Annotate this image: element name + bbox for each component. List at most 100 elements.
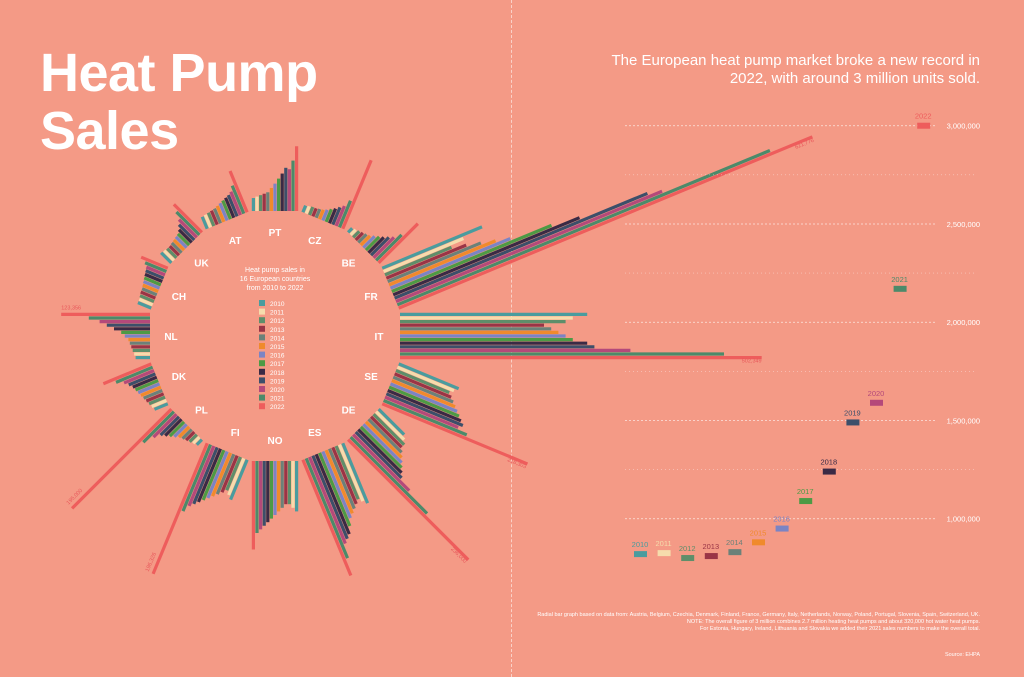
legend-title: from 2010 to 2022 <box>247 285 304 292</box>
radial-bar-es-2011 <box>337 443 365 502</box>
legend-swatch <box>259 351 265 358</box>
year-marker-2019 <box>846 419 860 426</box>
radial-bar-es-2016 <box>321 450 352 519</box>
radial-bar-dk-2018 <box>132 375 158 389</box>
bar-value-label: 123,356 <box>61 305 81 311</box>
radial-bar-pl-2016 <box>173 423 188 438</box>
radial-bar-fi-2017 <box>201 449 226 501</box>
radial-bar-se-2018 <box>387 389 462 423</box>
radial-bar-at-2022 <box>228 170 249 213</box>
radial-bar-ch-2022 <box>140 255 169 270</box>
radial-bar-fi-2015 <box>211 452 232 497</box>
radial-bar-ch-2018 <box>144 272 163 283</box>
radial-bar-cz-2012 <box>308 206 315 216</box>
radial-bar-fr-2022 <box>398 135 813 310</box>
radial-bar-dk-2011 <box>151 398 168 409</box>
radial-bar-dk-2021 <box>115 365 154 384</box>
country-label-be: BE <box>342 258 356 269</box>
radial-bar-uk-2014 <box>170 241 183 254</box>
year-marker-2018 <box>822 468 836 475</box>
radial-bar-uk-2021 <box>175 210 201 237</box>
radial-bar-uk-2015 <box>172 238 186 252</box>
radial-bar-es-2020 <box>308 456 347 545</box>
legend-swatch <box>259 386 265 392</box>
year-marker-2020 <box>870 399 883 406</box>
radial-bar-de-2022 <box>346 438 470 561</box>
legend-swatch <box>259 403 265 410</box>
radial-bar-cz-2021 <box>337 200 352 229</box>
radial-bar-cz-2017 <box>324 208 333 223</box>
legend-year: 2014 <box>270 335 285 342</box>
radial-bar-be-2012 <box>352 230 361 239</box>
radial-bar-fr-2015 <box>388 239 497 287</box>
radial-bar-uk-2019 <box>177 223 196 242</box>
radial-bar-fr-2012 <box>384 245 453 277</box>
radial-bar-pl-2013 <box>184 430 196 442</box>
legend-swatch <box>259 325 265 332</box>
radial-bar-ch-2012 <box>139 294 155 303</box>
country-label-ch: CH <box>172 292 186 303</box>
radial-bar-fi-2019 <box>192 446 219 505</box>
radial-bar-dk-2016 <box>137 382 161 395</box>
radial-bar-be-2017 <box>364 235 381 252</box>
year-marker-2016 <box>775 525 789 532</box>
year-marker-2013 <box>704 553 718 560</box>
radial-bar-es-2019 <box>311 455 349 540</box>
radial-bar-fi-2011 <box>227 457 246 496</box>
radial-bar-be-2019 <box>369 236 390 257</box>
footnote-line: NOTE: The overall figure of 3 million co… <box>686 619 980 625</box>
radial-bar-fi-2014 <box>215 453 236 495</box>
radial-bar-be-2021 <box>374 233 403 262</box>
radial-bar-at-2020 <box>229 191 242 216</box>
radial-bar-be-2015 <box>359 234 372 247</box>
radial-bar-fr-2014 <box>387 241 482 283</box>
radial-bar-de-2011 <box>374 410 406 441</box>
country-label-fr: FR <box>364 292 378 303</box>
y-tick-label: 1,000,000 <box>947 515 980 524</box>
year-label-2017: 2017 <box>797 487 814 496</box>
legend-year: 2012 <box>270 318 285 325</box>
radial-bar-se-2019 <box>385 392 464 427</box>
radial-bar-se-2022 <box>381 402 529 466</box>
radial-bar-uk-2018 <box>177 228 193 244</box>
radial-bar-at-2014 <box>212 208 222 224</box>
radial-bar-pl-2015 <box>177 425 191 439</box>
radial-bar-ch-2014 <box>141 287 158 297</box>
radial-bar-cz-2022 <box>341 159 373 230</box>
year-marker-2014 <box>728 549 742 556</box>
radial-bar-de-2015 <box>364 420 403 459</box>
year-marker-2015 <box>752 539 765 546</box>
country-label-se: SE <box>364 372 378 383</box>
headline: The European heat pump market broke a ne… <box>611 52 980 87</box>
year-label-2018: 2018 <box>820 458 837 467</box>
annual-sales-chart: 1,000,000 1,500,000 2,000,000 2,500,000 3,00… <box>625 112 980 562</box>
radial-bar-be-2013 <box>354 231 365 242</box>
country-label-cz: CZ <box>308 236 321 247</box>
legend-year: 2022 <box>270 404 285 411</box>
radial-bar-es-2018 <box>314 453 351 535</box>
radial-bar-de-2013 <box>369 415 403 449</box>
radial-bar-se-2011 <box>396 365 455 393</box>
radial-bar-de-2020 <box>352 433 411 492</box>
country-label-no: NO <box>268 436 283 447</box>
radial-bar-de-2012 <box>372 413 406 446</box>
radial-bar-se-2010 <box>398 362 460 391</box>
radial-bar-uk-2022 <box>172 203 204 234</box>
radial-bar-se-2020 <box>384 395 459 429</box>
radial-bar-uk-2013 <box>168 244 181 257</box>
country-label-fi: FI <box>231 428 240 439</box>
country-label-es: ES <box>308 428 322 439</box>
year-marker-2017 <box>799 498 813 505</box>
radial-bar-de-2014 <box>367 418 403 454</box>
radial-bar-de-2021 <box>349 435 429 515</box>
radial-bar-ch-2019 <box>145 269 165 280</box>
radial-bar-ch-2016 <box>142 280 161 290</box>
radial-bar-ch-2021 <box>144 261 168 274</box>
legend-swatch <box>259 360 265 367</box>
radial-bar-uk-2010 <box>160 251 173 265</box>
radial-bar-se-2016 <box>389 382 458 413</box>
legend-swatch <box>259 343 265 349</box>
radial-bar-fi-2016 <box>206 450 229 499</box>
radial-bar-pl-2012 <box>188 433 198 443</box>
radial-bar-se-2017 <box>388 385 460 418</box>
